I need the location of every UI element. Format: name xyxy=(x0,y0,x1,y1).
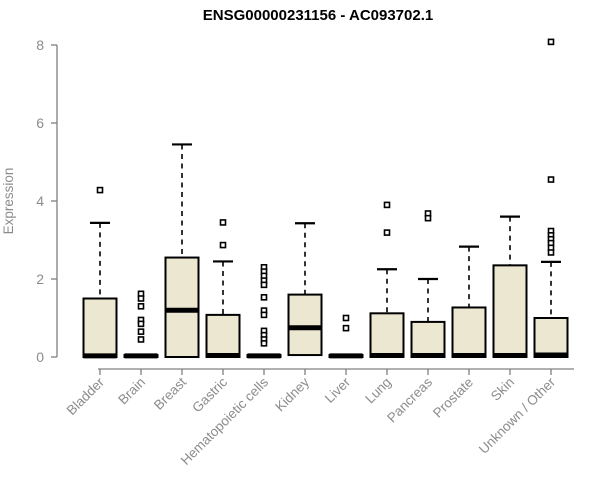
y-tick-label-4: 4 xyxy=(36,193,44,209)
box-lung xyxy=(369,312,405,359)
outlier-hematopoietic-cells-7 xyxy=(260,311,268,319)
outlier-bladder-0 xyxy=(96,186,104,194)
outlier-pancreas-1 xyxy=(424,214,432,222)
outlier-lung-1 xyxy=(383,229,391,236)
x-tick-label-kidney: Kidney xyxy=(272,374,312,414)
outlier-hematopoietic-cells-11 xyxy=(260,340,268,347)
outlier-brain-6 xyxy=(137,336,145,343)
y-axis-title: Expression xyxy=(1,168,16,235)
y-tick-label-6: 6 xyxy=(36,115,44,131)
outlier-unknown-other-1 xyxy=(547,176,555,183)
x-tick-label-breast: Breast xyxy=(151,374,189,412)
y-tick-label-2: 2 xyxy=(36,271,44,287)
x-tick-label-prostate: Prostate xyxy=(430,375,476,421)
x-tick-label-lung: Lung xyxy=(362,375,394,407)
outlier-lung-0 xyxy=(383,201,391,209)
outlier-brain-5 xyxy=(137,328,145,335)
y-tick-label-0: 0 xyxy=(36,349,44,365)
box-bladder xyxy=(82,297,118,358)
x-tick-label-gastric: Gastric xyxy=(189,374,230,415)
box-breast xyxy=(164,256,200,358)
box-prostate xyxy=(451,306,487,358)
box-pancreas xyxy=(410,320,446,358)
chart-title: ENSG00000231156 - AC093702.1 xyxy=(203,7,433,24)
outlier-brain-4 xyxy=(137,320,145,328)
outlier-brain-2 xyxy=(137,302,145,310)
outlier-gastric-1 xyxy=(219,241,227,249)
box-skin xyxy=(492,264,528,359)
outlier-unknown-other-0 xyxy=(547,38,555,46)
x-tick-label-bladder: Bladder xyxy=(64,374,108,418)
x-tick-label-liver: Liver xyxy=(322,374,354,406)
outlier-brain-1 xyxy=(137,295,145,302)
x-tick-label-unknown-other: Unknown / Other xyxy=(476,374,559,457)
box-kidney xyxy=(287,293,323,357)
x-tick-label-pancreas: Pancreas xyxy=(384,374,435,425)
outlier-hematopoietic-cells-5 xyxy=(260,294,268,301)
box-gastric xyxy=(205,313,241,359)
outlier-gastric-0 xyxy=(219,219,227,226)
outlier-liver-1 xyxy=(342,324,350,332)
x-tick-label-brain: Brain xyxy=(115,375,148,408)
outlier-hematopoietic-cells-4 xyxy=(260,281,268,289)
box-unknown-other xyxy=(533,317,569,358)
outlier-unknown-other-7 xyxy=(547,249,555,256)
x-tick-label-skin: Skin xyxy=(488,375,517,404)
y-tick-label-8: 8 xyxy=(36,37,44,53)
outlier-liver-0 xyxy=(342,314,350,322)
